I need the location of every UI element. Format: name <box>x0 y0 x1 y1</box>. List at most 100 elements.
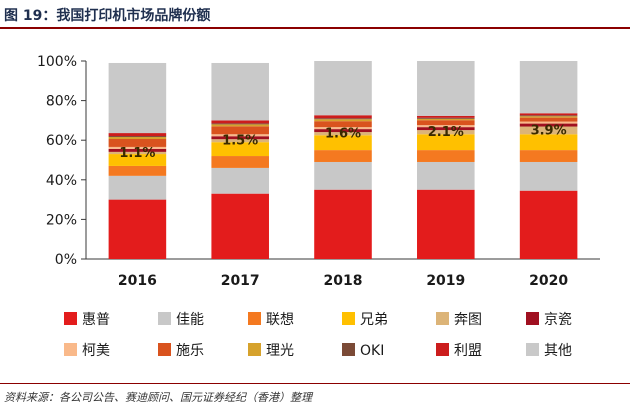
bar-segment-2019 <box>417 161 475 190</box>
x-axis-labels: 2016 2017 2018 2019 2020 <box>118 273 568 289</box>
bar-segment-2020 <box>519 113 578 116</box>
bar-segments <box>108 61 578 259</box>
bar-segment-2016 <box>108 151 167 155</box>
bar-segment-2016 <box>108 146 167 149</box>
bar-segment-2016 <box>108 165 167 176</box>
bar-segment-2019 <box>417 118 475 121</box>
bar-segment-2020 <box>519 115 578 117</box>
bar-segment-2018 <box>314 150 372 162</box>
y-axis-ticks: 0% 20% 40% 60% 80% 100% <box>37 54 86 268</box>
bar-segment-2016 <box>108 175 167 200</box>
figure-title: 图 19：我国打印机市场品牌份额 <box>4 8 211 24</box>
bar-segment-2020 <box>519 123 578 127</box>
bar-segment-2018 <box>314 127 372 130</box>
legend-swatch <box>64 343 77 356</box>
bar-segment-2018 <box>314 132 372 136</box>
bar-segment-2019 <box>417 189 475 259</box>
legend-label: OKI <box>360 343 384 359</box>
bar-segment-2017 <box>211 123 269 125</box>
bar-segment-2018 <box>314 115 372 119</box>
bar-value-label: 1.5% <box>222 134 258 149</box>
x-tick-label: 2016 <box>118 273 157 289</box>
bar-segment-2017 <box>211 167 269 194</box>
bar-segment-2019 <box>417 134 475 151</box>
legend-label: 柯美 <box>82 343 110 359</box>
bar-segment-2017 <box>211 134 269 137</box>
legend-label: 佳能 <box>176 312 204 328</box>
bar-segment-2019 <box>417 120 475 126</box>
bar-annotations: 1.1% 1.5% 1.6% 2.1% 3.9% <box>119 123 566 161</box>
bar-segment-2018 <box>314 118 372 120</box>
y-tick-label: 80% <box>46 94 77 110</box>
bar-segment-2020 <box>519 121 578 124</box>
y-tick-label: 20% <box>46 212 77 228</box>
bar-segment-2017 <box>211 120 269 124</box>
bar-segment-2016 <box>108 148 167 152</box>
x-tick-label: 2019 <box>426 273 465 289</box>
legend-label: 其他 <box>544 343 572 359</box>
bar-segment-2019 <box>417 117 475 119</box>
legend-swatch <box>436 343 449 356</box>
bar-segment-2017 <box>211 136 269 140</box>
x-tick-label: 2017 <box>221 273 260 289</box>
legend-swatch <box>526 343 539 356</box>
bar-segment-2020 <box>519 126 578 135</box>
legend-swatch <box>248 312 261 325</box>
legend-label: 理光 <box>266 343 294 359</box>
bar-segment-2018 <box>314 135 372 151</box>
bar-segment-2016 <box>108 154 167 166</box>
bar-segment-2019 <box>417 61 475 116</box>
bar-segment-2020 <box>519 134 578 151</box>
legend-swatch <box>248 343 261 356</box>
legend-swatch <box>342 312 355 325</box>
bar-segment-2018 <box>314 119 372 122</box>
x-tick-label: 2018 <box>324 273 363 289</box>
bar-segment-2018 <box>314 189 372 259</box>
bar-value-label: 1.6% <box>325 127 361 142</box>
legend-label: 兄弟 <box>360 312 388 328</box>
bar-value-label: 1.1% <box>119 146 155 161</box>
title-divider <box>0 27 630 29</box>
legend-label: 利盟 <box>454 343 482 359</box>
y-tick-label: 100% <box>37 54 77 70</box>
bar-segment-2016 <box>108 133 167 137</box>
bar-segment-2017 <box>211 142 269 157</box>
bar-segment-2018 <box>314 61 372 116</box>
legend-label: 奔图 <box>454 312 482 328</box>
bar-segment-2017 <box>211 62 269 121</box>
y-tick-label: 40% <box>46 173 77 189</box>
bar-segment-2018 <box>314 121 372 128</box>
bar-segment-2017 <box>211 139 269 143</box>
bar-segment-2020 <box>519 116 578 118</box>
source-divider <box>0 383 630 384</box>
bar-segment-2018 <box>314 129 372 133</box>
bar-segment-2018 <box>314 161 372 190</box>
bar-value-label: 2.1% <box>428 125 464 140</box>
x-tick-label: 2020 <box>529 273 568 289</box>
bar-segment-2016 <box>108 62 167 134</box>
bar-segment-2019 <box>417 130 475 135</box>
legend-label: 施乐 <box>176 343 204 359</box>
bar-segment-2017 <box>211 126 269 135</box>
bar-segment-2017 <box>211 124 269 127</box>
legend-swatch <box>342 343 355 356</box>
bar-segment-2020 <box>519 117 578 122</box>
bar-segment-2020 <box>519 161 578 191</box>
legend-label: 京瓷 <box>544 312 572 328</box>
legend-swatch <box>64 312 77 325</box>
bar-segment-2017 <box>211 193 269 259</box>
legend-label: 联想 <box>266 312 294 328</box>
legend-swatch <box>158 343 171 356</box>
bar-value-label: 3.9% <box>531 123 567 138</box>
bar-segment-2020 <box>519 190 578 259</box>
bar-segment-2020 <box>519 150 578 162</box>
bar-segment-2019 <box>417 115 475 118</box>
legend-swatch <box>436 312 449 325</box>
bar-segment-2016 <box>108 137 167 140</box>
bar-segment-2016 <box>108 139 167 147</box>
bar-segment-2020 <box>519 61 578 114</box>
bar-segment-2017 <box>211 156 269 168</box>
legend-swatch <box>158 312 171 325</box>
